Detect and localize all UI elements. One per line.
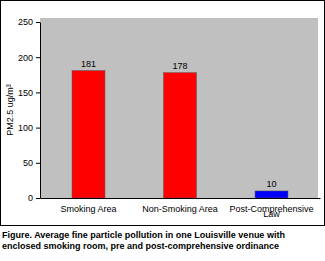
data-label: 10 bbox=[266, 179, 276, 189]
y-axis: 0 50 100 150 200 250 bbox=[18, 17, 41, 203]
data-label: 181 bbox=[81, 59, 96, 69]
x-axis-tick: Post-ComprehensiveLaw bbox=[229, 198, 313, 219]
y-axis-tick-mark bbox=[36, 198, 40, 199]
x-axis-tick: Non-Smoking Area bbox=[142, 198, 218, 214]
y-axis-tick-label: 200 bbox=[18, 53, 33, 63]
x-axis-tick-label: Non-Smoking Area bbox=[142, 204, 218, 214]
x-axis: Smoking Area Non-Smoking Area Post-Compreh… bbox=[41, 198, 321, 219]
y-axis-tick-label: 0 bbox=[28, 193, 33, 203]
plot-background bbox=[40, 18, 318, 198]
x-axis-tick-label: Post-ComprehensiveLaw bbox=[229, 204, 313, 219]
bars bbox=[72, 71, 288, 198]
bar bbox=[72, 71, 105, 198]
y-axis-tick: 250 bbox=[18, 17, 40, 27]
x-axis-tick-label: Smoking Area bbox=[60, 204, 116, 214]
y-axis-tick: 150 bbox=[18, 88, 40, 98]
y-axis-tick-mark bbox=[36, 128, 40, 129]
y-axis-tick-mark bbox=[36, 92, 40, 93]
y-axis-tick: 200 bbox=[18, 53, 40, 63]
y-axis-tick-mark bbox=[36, 22, 40, 23]
bar bbox=[255, 191, 288, 198]
y-axis-tick-label: 250 bbox=[18, 17, 33, 27]
axis-line bbox=[41, 198, 321, 199]
y-axis-tick-label: 50 bbox=[23, 158, 33, 168]
x-axis-tick: Smoking Area bbox=[60, 198, 116, 214]
chart-frame bbox=[1, 1, 325, 226]
y-axis-title: PM2.5 ug/m³ bbox=[5, 84, 15, 136]
data-label: 178 bbox=[172, 61, 187, 71]
y-axis-tick: 100 bbox=[18, 123, 40, 133]
caption: Figure. Average fine particle pollution … bbox=[2, 230, 285, 251]
chart: 18117810050100150200250Smoking AreaNon-S… bbox=[0, 0, 325, 261]
y-axis-tick: 50 bbox=[23, 158, 40, 168]
y-axis-tick-label: 150 bbox=[18, 88, 33, 98]
y-axis-tick-mark bbox=[36, 57, 40, 58]
y-axis-tick: 0 bbox=[28, 193, 40, 203]
y-axis-tick-label: 100 bbox=[18, 123, 33, 133]
axis-line bbox=[40, 23, 41, 199]
data-labels: 181 178 10 bbox=[81, 59, 277, 189]
bar bbox=[164, 73, 197, 198]
y-axis-tick-mark bbox=[36, 163, 40, 164]
